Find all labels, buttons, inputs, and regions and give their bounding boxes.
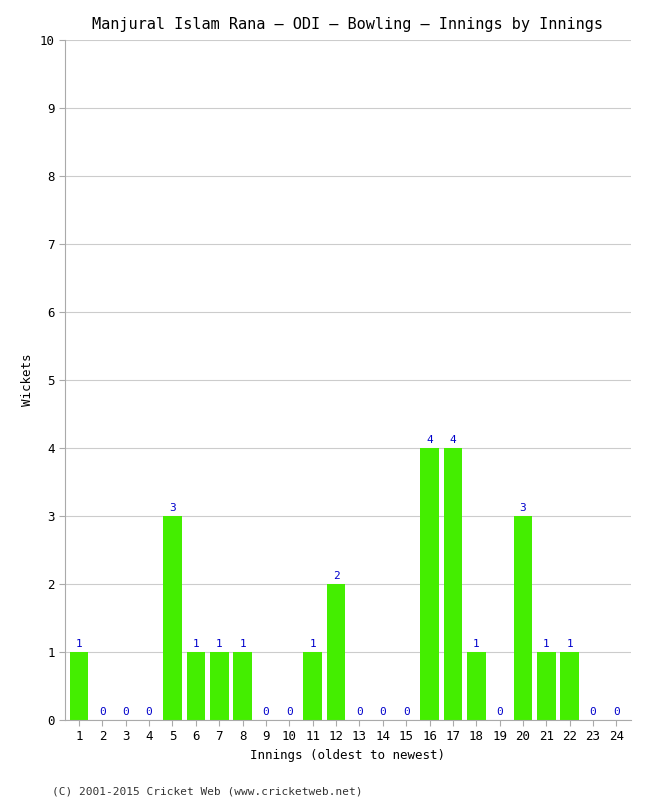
Text: 0: 0 — [146, 706, 153, 717]
Bar — [467, 652, 486, 720]
Text: 1: 1 — [473, 638, 480, 649]
Text: 0: 0 — [263, 706, 269, 717]
Text: 1: 1 — [239, 638, 246, 649]
Text: (C) 2001-2015 Cricket Web (www.cricketweb.net): (C) 2001-2015 Cricket Web (www.cricketwe… — [52, 786, 363, 796]
X-axis label: Innings (oldest to newest): Innings (oldest to newest) — [250, 749, 445, 762]
Text: 4: 4 — [450, 434, 456, 445]
Text: 0: 0 — [613, 706, 620, 717]
Bar — [537, 652, 556, 720]
Text: 0: 0 — [99, 706, 106, 717]
Text: 0: 0 — [286, 706, 292, 717]
Bar — [233, 652, 252, 720]
Bar — [163, 516, 182, 720]
Text: 3: 3 — [519, 502, 526, 513]
Text: 1: 1 — [192, 638, 200, 649]
Bar — [514, 516, 532, 720]
Text: 0: 0 — [590, 706, 597, 717]
Text: 1: 1 — [309, 638, 316, 649]
Text: 0: 0 — [403, 706, 410, 717]
Bar — [420, 448, 439, 720]
Text: 1: 1 — [566, 638, 573, 649]
Bar — [210, 652, 229, 720]
Text: 1: 1 — [216, 638, 222, 649]
Bar — [70, 652, 88, 720]
Text: 0: 0 — [496, 706, 503, 717]
Text: 1: 1 — [75, 638, 83, 649]
Bar — [560, 652, 579, 720]
Bar — [187, 652, 205, 720]
Text: 0: 0 — [122, 706, 129, 717]
Text: 1: 1 — [543, 638, 550, 649]
Text: 4: 4 — [426, 434, 433, 445]
Text: 0: 0 — [356, 706, 363, 717]
Bar — [304, 652, 322, 720]
Text: 0: 0 — [380, 706, 386, 717]
Bar — [327, 584, 345, 720]
Text: 3: 3 — [169, 502, 176, 513]
Bar — [443, 448, 462, 720]
Y-axis label: Wickets: Wickets — [21, 354, 34, 406]
Text: 2: 2 — [333, 570, 339, 581]
Title: Manjural Islam Rana – ODI – Bowling – Innings by Innings: Manjural Islam Rana – ODI – Bowling – In… — [92, 17, 603, 32]
